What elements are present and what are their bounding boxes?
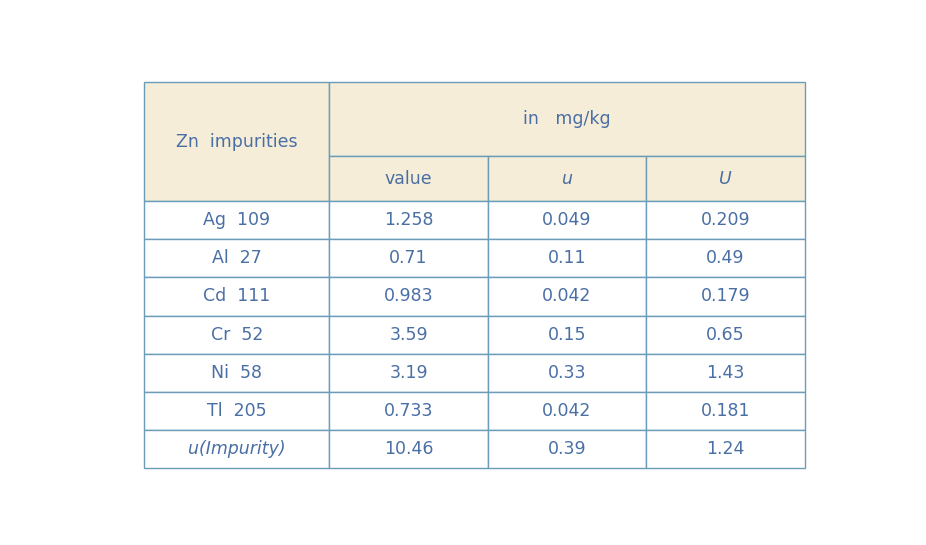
Text: 0.71: 0.71: [389, 249, 428, 267]
Bar: [646, 354, 805, 392]
Bar: [330, 277, 488, 316]
Bar: [488, 239, 646, 277]
Bar: [144, 316, 330, 354]
Text: 0.11: 0.11: [548, 249, 586, 267]
Bar: [488, 316, 646, 354]
Text: Cd  111: Cd 111: [204, 287, 270, 305]
Bar: [488, 156, 646, 201]
Bar: [330, 430, 488, 468]
Text: U: U: [720, 169, 732, 187]
Text: Ni  58: Ni 58: [211, 364, 262, 382]
Bar: [330, 156, 488, 201]
Text: 1.24: 1.24: [707, 440, 745, 458]
Text: 0.179: 0.179: [701, 287, 750, 305]
Bar: [144, 354, 330, 392]
Bar: [488, 201, 646, 239]
Text: 1.43: 1.43: [707, 364, 745, 382]
Bar: [488, 354, 646, 392]
Bar: [646, 392, 805, 430]
Text: 3.59: 3.59: [389, 325, 428, 343]
Text: Al  27: Al 27: [212, 249, 262, 267]
Text: Tl  205: Tl 205: [207, 402, 267, 420]
Text: Zn  impurities: Zn impurities: [176, 132, 297, 150]
Text: Ag  109: Ag 109: [204, 211, 270, 229]
Text: 0.15: 0.15: [548, 325, 586, 343]
Text: 0.181: 0.181: [701, 402, 750, 420]
Bar: [488, 430, 646, 468]
Bar: [330, 239, 488, 277]
Text: 0.209: 0.209: [701, 211, 750, 229]
Text: Cr  52: Cr 52: [211, 325, 263, 343]
Text: 0.65: 0.65: [707, 325, 745, 343]
Text: 0.33: 0.33: [548, 364, 586, 382]
Text: u(Impurity): u(Impurity): [188, 440, 286, 458]
Text: 10.46: 10.46: [383, 440, 433, 458]
Bar: [646, 316, 805, 354]
Bar: [646, 201, 805, 239]
Bar: [488, 392, 646, 430]
Text: 0.042: 0.042: [543, 287, 592, 305]
Bar: [646, 156, 805, 201]
Text: 0.042: 0.042: [543, 402, 592, 420]
Text: 3.19: 3.19: [389, 364, 428, 382]
Text: 1.258: 1.258: [383, 211, 433, 229]
Bar: [144, 82, 330, 201]
Bar: [330, 316, 488, 354]
Text: 0.39: 0.39: [547, 440, 586, 458]
Text: 0.983: 0.983: [383, 287, 433, 305]
Text: value: value: [384, 169, 432, 187]
Text: u: u: [561, 169, 572, 187]
Bar: [646, 277, 805, 316]
Bar: [646, 430, 805, 468]
Bar: [330, 392, 488, 430]
Bar: [488, 277, 646, 316]
Bar: [330, 201, 488, 239]
Text: 0.49: 0.49: [707, 249, 745, 267]
Bar: [144, 277, 330, 316]
Bar: [646, 239, 805, 277]
Bar: [330, 82, 805, 156]
Bar: [144, 239, 330, 277]
Bar: [330, 354, 488, 392]
Text: 0.049: 0.049: [543, 211, 592, 229]
Bar: [144, 392, 330, 430]
Text: in   mg/kg: in mg/kg: [523, 110, 611, 128]
Bar: [144, 430, 330, 468]
Text: 0.733: 0.733: [383, 402, 433, 420]
Bar: [144, 201, 330, 239]
